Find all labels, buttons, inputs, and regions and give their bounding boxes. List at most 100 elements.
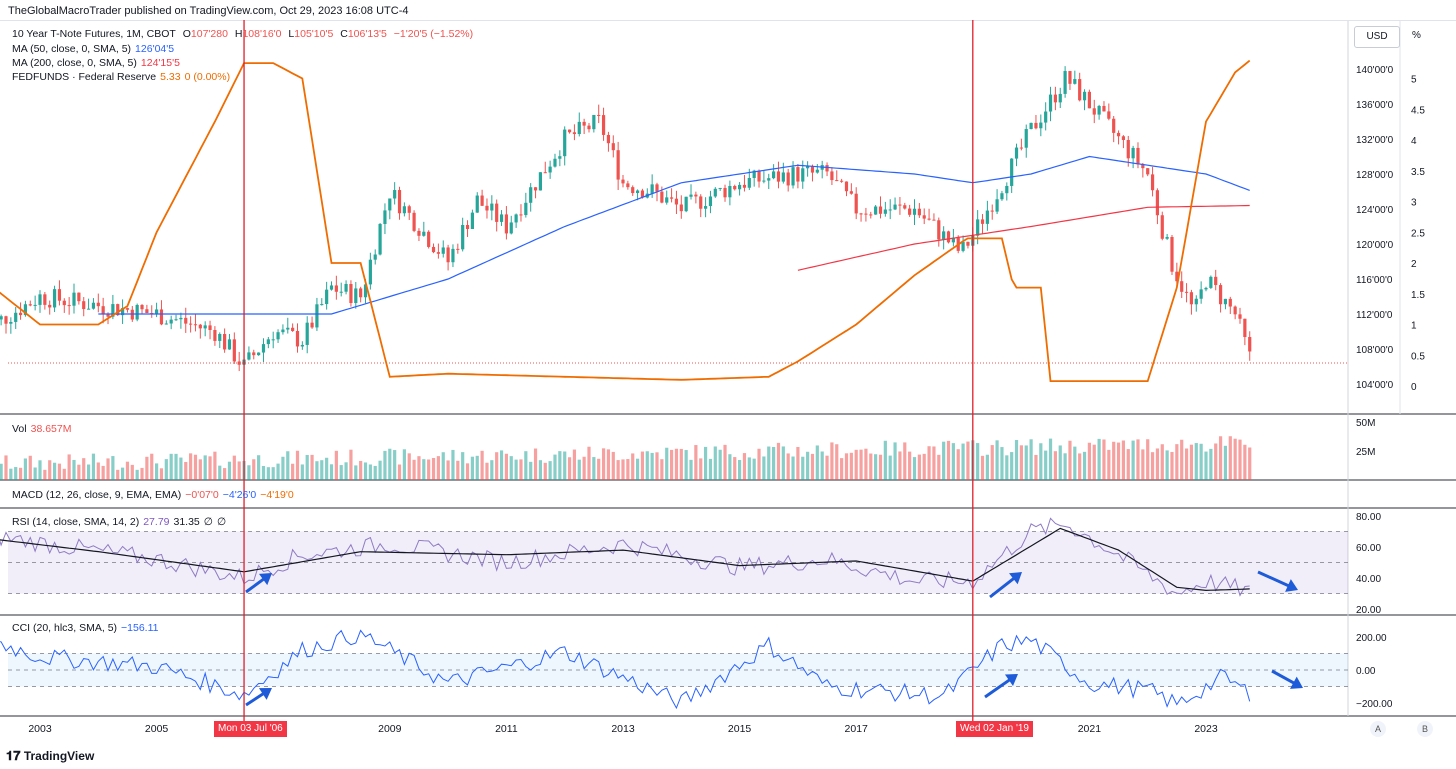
volume-bar (111, 456, 115, 480)
candle (305, 322, 309, 345)
candle (33, 304, 37, 306)
candle (43, 294, 47, 305)
volume-bar (611, 451, 615, 480)
candle (427, 231, 431, 247)
pct-tick-label: 3.5 (1411, 167, 1425, 178)
cci-band (8, 653, 1348, 687)
volume-bar (1160, 444, 1164, 480)
pct-tick-label: 2 (1411, 259, 1417, 270)
volume-bar (854, 449, 858, 480)
volume-bar (1248, 447, 1252, 480)
volume-bar (553, 454, 557, 480)
candle (660, 191, 664, 203)
candle (669, 197, 674, 199)
volume-bar (174, 453, 178, 480)
candle (912, 208, 917, 215)
rsi-arrow-3 (1285, 579, 1298, 592)
candle (218, 333, 222, 341)
volume-bar (1082, 451, 1087, 480)
volume-bar (164, 459, 168, 480)
x-tick-label: 2023 (1194, 723, 1218, 735)
candle (1048, 94, 1053, 112)
scale-b-button[interactable]: B (1417, 721, 1433, 737)
x-tick-label: 2013 (611, 723, 635, 735)
legend-cci: CCI (20, hlc3, SMA, 5) −156.11 (12, 622, 159, 634)
pct-tick-label: 2.5 (1411, 228, 1425, 239)
candle (184, 317, 188, 324)
candle (159, 309, 164, 325)
volume-bar (150, 453, 154, 480)
candle (334, 285, 338, 292)
volume-bar (621, 459, 625, 480)
volume-bar (820, 451, 824, 480)
candle (1063, 71, 1067, 94)
volume-bar (252, 459, 256, 480)
tradingview-logo[interactable]: 𝟏𝟕 TradingView (6, 748, 94, 764)
volume-bar (286, 451, 290, 480)
candle (203, 325, 207, 329)
rsi-arrow-2-shaft (989, 575, 1017, 599)
volume-bar (57, 463, 62, 480)
volume-bar (932, 446, 936, 480)
volume-bar (169, 453, 173, 480)
candle (320, 304, 324, 306)
volume-bar (524, 451, 528, 480)
volume-bar (966, 441, 970, 480)
volume-bar (135, 469, 139, 480)
candle (796, 167, 800, 182)
publisher-header: TheGlobalMacroTrader published on Tradin… (8, 5, 409, 17)
volume-bar (0, 463, 3, 480)
candle (1005, 185, 1009, 194)
volume-bar (1150, 452, 1155, 480)
volume-bar (937, 454, 941, 480)
candle (733, 185, 737, 190)
candle (1024, 129, 1028, 148)
volume-bar (334, 450, 338, 480)
currency-button[interactable]: USD (1354, 26, 1400, 48)
volume-bar (1146, 439, 1150, 480)
volume-bar (315, 461, 319, 480)
candle (179, 317, 183, 320)
volume-bar (1039, 443, 1043, 480)
volume-bar (577, 459, 581, 480)
candle (227, 339, 232, 350)
candle (465, 224, 470, 229)
candle (830, 171, 834, 181)
volume-bar (237, 461, 241, 480)
price-tick-label: 112'00'0 (1356, 310, 1393, 321)
volume-bar (402, 449, 406, 480)
candle (514, 214, 518, 223)
candle (125, 308, 130, 310)
volume-bar (563, 451, 567, 480)
scale-auto-button[interactable]: A (1370, 721, 1386, 737)
volume-bar (1078, 453, 1082, 480)
rsi-tick-label: 20.00 (1356, 605, 1381, 616)
candle (1243, 318, 1247, 338)
candle (300, 344, 304, 347)
candle (4, 316, 8, 324)
candle (368, 259, 372, 285)
ma200-line (797, 204, 1250, 271)
volume-bar (976, 443, 980, 480)
volume-bar (708, 458, 713, 480)
volume-bar (407, 453, 411, 480)
volume-bar (427, 459, 431, 480)
volume-bar (451, 449, 455, 480)
volume-bar (96, 462, 100, 480)
volume-bar (48, 460, 52, 480)
candle (164, 323, 168, 325)
candle (985, 210, 989, 224)
candle (776, 171, 781, 182)
candle (903, 205, 907, 209)
candle (558, 156, 562, 159)
candle (801, 168, 805, 182)
x-tick-label: 2011 (495, 723, 518, 735)
candle (470, 212, 474, 229)
date-marker-label-1: Mon 03 Jul '06 (214, 721, 287, 737)
volume-bar (271, 467, 275, 480)
price-tick-label: 132'00'0 (1356, 135, 1394, 146)
volume-bar (130, 464, 134, 480)
cci-arrow-1-shaft (245, 691, 267, 707)
volume-bar (495, 452, 499, 480)
